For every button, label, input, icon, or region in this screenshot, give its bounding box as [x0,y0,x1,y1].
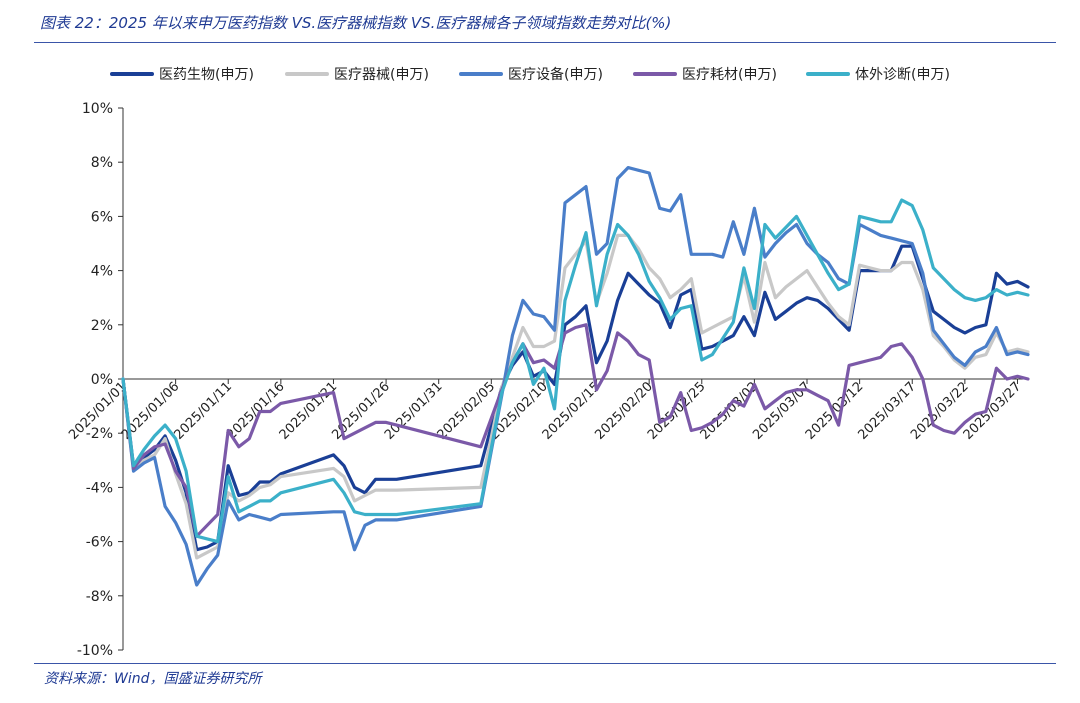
series-line [121,323,1030,538]
legend-item: 医疗器械(申万) [285,67,429,83]
y-tick-label: -6% [86,535,113,551]
y-tick-label: -10% [77,643,113,659]
legend-item: 医疗耗材(申万) [633,67,777,83]
legend-item: 医疗设备(申万) [459,66,603,83]
bottom-divider [34,663,1056,664]
y-tick-label: -4% [86,480,113,496]
top-divider [34,42,1056,43]
y-tick-label: -8% [86,589,113,605]
y-tick-label: 10% [82,101,113,117]
x-axis: 2025/01/012025/01/062025/01/112025/01/16… [66,378,1028,443]
y-tick-label: 4% [91,264,113,280]
y-tick-label: 8% [91,155,113,171]
legend-label: 医疗耗材(申万) [682,67,777,83]
plot-area [121,166,1030,587]
series-line [121,198,1030,544]
legend-label: 医疗器械(申万) [334,67,429,83]
y-tick-label: 2% [91,318,113,334]
legend-label: 医药生物(申万) [159,67,254,83]
legend-item: 体外诊断(申万) [806,67,950,83]
y-tick-label: 0% [91,372,113,388]
series-line [121,166,1030,587]
y-tick-label: -2% [86,426,113,442]
figure-title: 图表 22：2025 年以来申万医药指数 VS.医疗器械指数 VS.医疗器械各子… [40,14,672,32]
source-note: 资料来源：Wind，国盛证券研究所 [44,671,262,687]
y-tick-label: 6% [91,209,113,225]
legend-label: 体外诊断(申万) [855,67,950,83]
legend-item: 医药生物(申万) [110,67,254,83]
series-line [121,233,1030,560]
series-line [121,244,1030,552]
chart-legend: 医药生物(申万) 医疗器械(申万) 医疗设备(申万) 医疗耗材(申万) 体外诊断(申万) [110,66,950,83]
y-axis: 10% 8% 6% 4% 2% 0% -2% -4% -6% -8% -10% [77,101,124,659]
legend-label: 医疗设备(申万) [508,66,603,83]
